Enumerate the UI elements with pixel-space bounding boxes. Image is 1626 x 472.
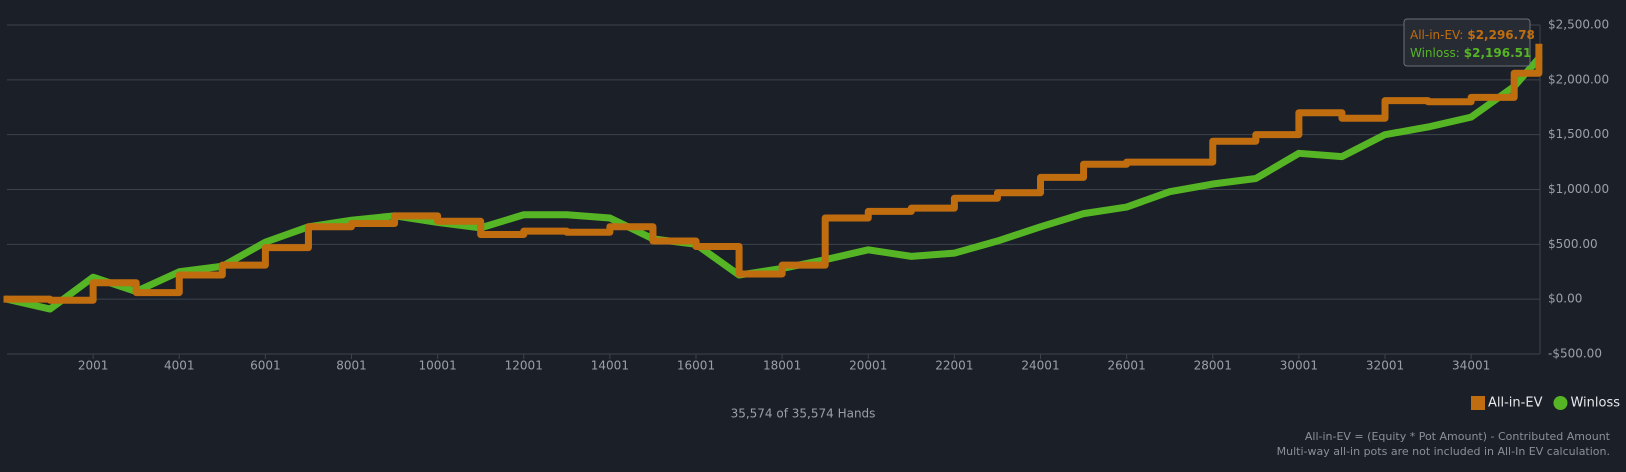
tooltip-value: $2,196.51 (1464, 46, 1532, 60)
x-tick-label: 24001 (1021, 359, 1059, 373)
y-tick-label: $2,000.00 (1548, 72, 1609, 86)
x-tick-label: 20001 (849, 359, 887, 373)
series-line (3, 43, 1543, 304)
tooltip-value: $2,296.78 (1467, 28, 1535, 42)
caption: 35,574 of 35,574 Hands (731, 407, 876, 421)
legend-marker (1471, 396, 1485, 410)
y-tick-label: $0.00 (1548, 292, 1582, 306)
tooltip-box (1403, 18, 1531, 67)
x-tick-label: 16001 (677, 359, 715, 373)
tooltip-label: Winloss: (1410, 46, 1460, 60)
x-tick-label: 26001 (1108, 359, 1146, 373)
y-tick-label: -$500.00 (1548, 347, 1602, 361)
tooltip-row: All-in-EV: $2,296.78 (1410, 28, 1535, 42)
x-tick-label: 28001 (1194, 359, 1232, 373)
x-tick-label: 12001 (505, 359, 543, 373)
x-tick-label: 30001 (1280, 359, 1318, 373)
x-tick-label: 10001 (419, 359, 457, 373)
x-tick-label: 14001 (591, 359, 629, 373)
tooltip-row: Winloss: $2,196.51 (1410, 46, 1531, 60)
tooltip: All-in-EV: $2,296.78 Winloss: $2,196.51 (1403, 18, 1535, 67)
y-tick-label: $2,500.00 (1548, 18, 1609, 32)
x-tick-label: 8001 (336, 359, 367, 373)
x-tick-label: 4001 (164, 359, 195, 373)
legend-label: Winloss (1570, 396, 1620, 411)
x-tick-label: 22001 (935, 359, 973, 373)
y-tick-label: $500.00 (1548, 237, 1598, 251)
y-tick-label: $1,500.00 (1548, 127, 1609, 141)
x-tick-label: 32001 (1366, 359, 1404, 373)
x-tick-label: 18001 (763, 359, 801, 373)
tooltip-label: All-in-EV: (1410, 28, 1463, 42)
x-tick-label: 6001 (250, 359, 281, 373)
footnote: All-in-EV = (Equity * Pot Amount) - Cont… (1305, 430, 1611, 443)
y-tick-label: $1,000.00 (1548, 182, 1609, 196)
footnote: Multi-way all-in pots are not included i… (1277, 445, 1610, 458)
legend-marker (1553, 396, 1568, 410)
legend-label: All-in-EV (1488, 396, 1543, 411)
x-tick-label: 34001 (1452, 359, 1490, 373)
x-tick-label: 2001 (78, 359, 109, 373)
